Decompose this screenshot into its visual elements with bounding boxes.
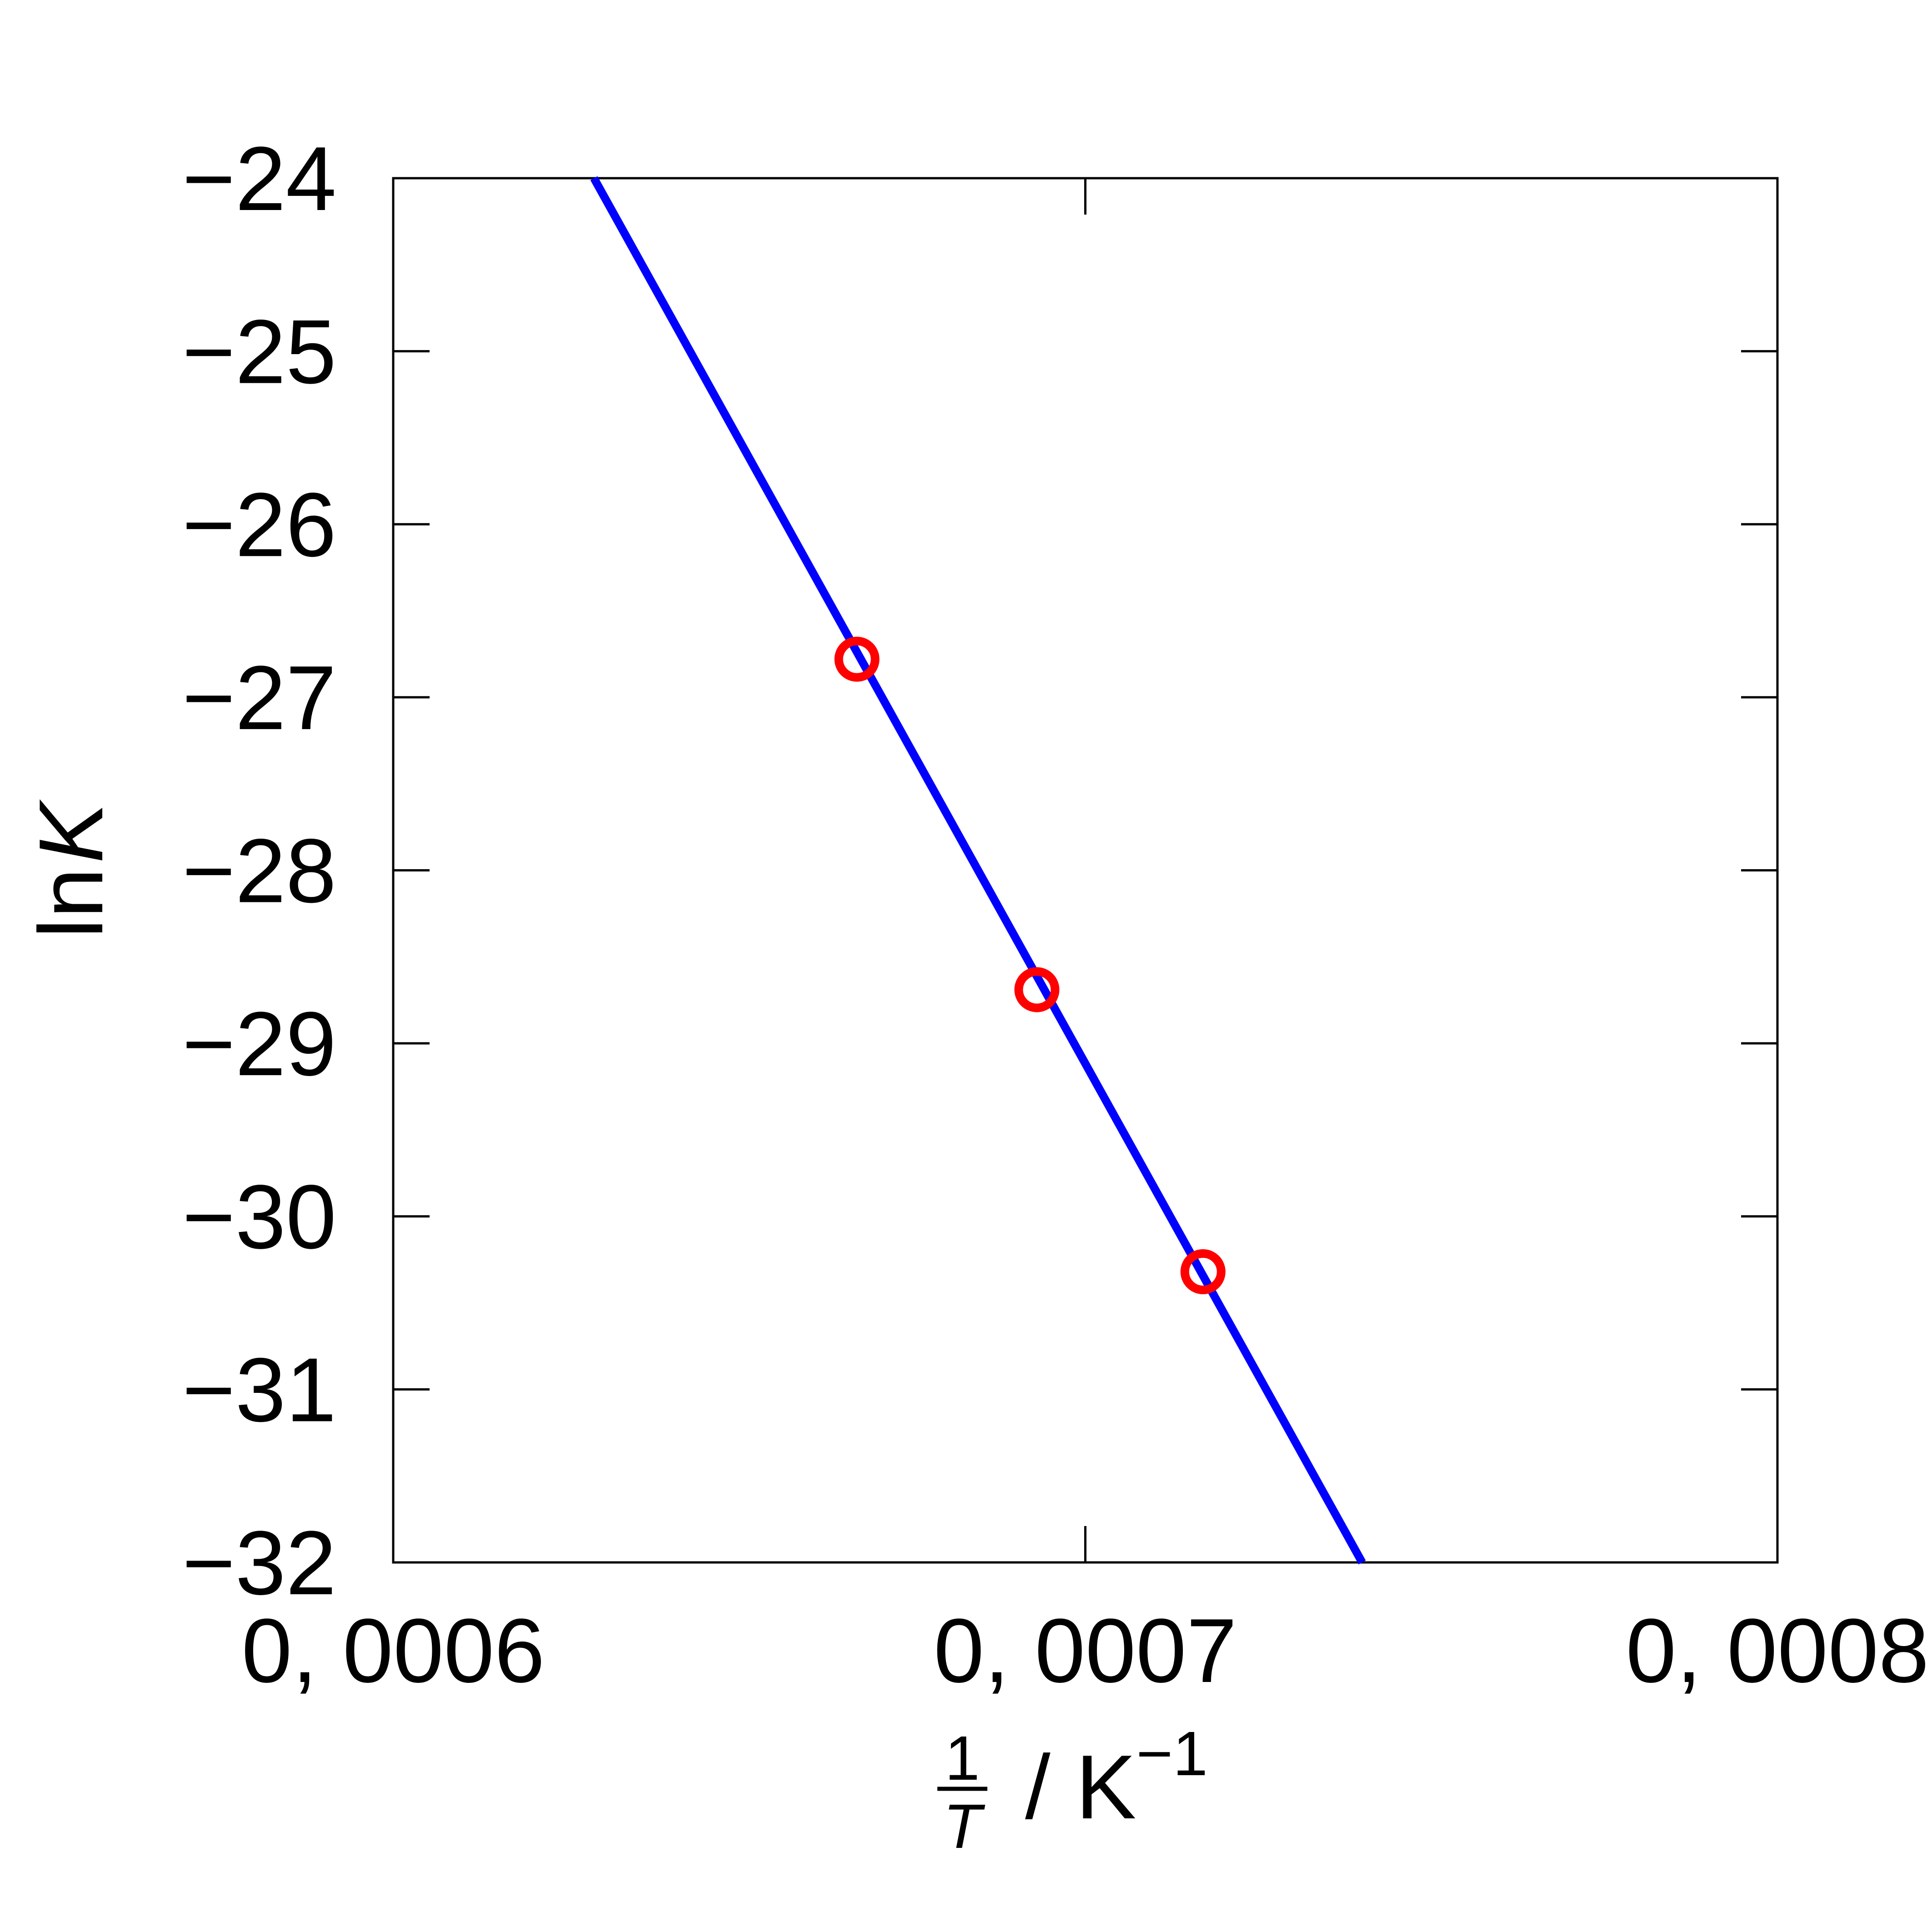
axis-ticks (393, 178, 1777, 1562)
tick-labels: −24 −25 −26 −27 −28 −29 −30 −31 −320, 0006 0, 000… (182, 128, 1929, 1702)
y-tick-label: −30 (182, 1166, 336, 1268)
y-tick-label: −28 (182, 821, 336, 922)
x-label-unit-exponent: −1 (1136, 1719, 1208, 1789)
x-tick-label: 0, 0008 (1626, 1600, 1929, 1702)
y-tick-label: −24 (182, 128, 336, 230)
y-tick-label: −32 (182, 1512, 336, 1614)
plot-series (590, 176, 1366, 1565)
plot-frame (392, 177, 1779, 1564)
data-point (1180, 1249, 1226, 1295)
y-tick-label: −31 (182, 1339, 336, 1441)
x-tick-label: 0, 0007 (934, 1600, 1237, 1702)
y-axis-label-variable: K (20, 799, 122, 863)
x-axis-label: 1 T / K−1 (937, 1719, 1208, 1862)
y-tick-label: −25 (182, 301, 336, 403)
y-tick-label: −27 (182, 647, 336, 749)
x-label-unit: / K−1 (1025, 1719, 1208, 1838)
data-point (834, 636, 880, 682)
x-label-denominator: T (943, 1792, 986, 1862)
x-label-unit-prefix: / K (1025, 1737, 1136, 1838)
y-axis-label: lnK (20, 799, 122, 939)
x-tick-label: 0, 0006 (241, 1600, 545, 1702)
fit-line (590, 176, 1366, 1565)
y-tick-label: −26 (182, 474, 336, 576)
y-axis-label-prefix: ln (20, 868, 122, 939)
x-label-numerator: 1 (945, 1723, 980, 1793)
data-point (1014, 967, 1060, 1012)
y-tick-label: −29 (182, 993, 336, 1095)
